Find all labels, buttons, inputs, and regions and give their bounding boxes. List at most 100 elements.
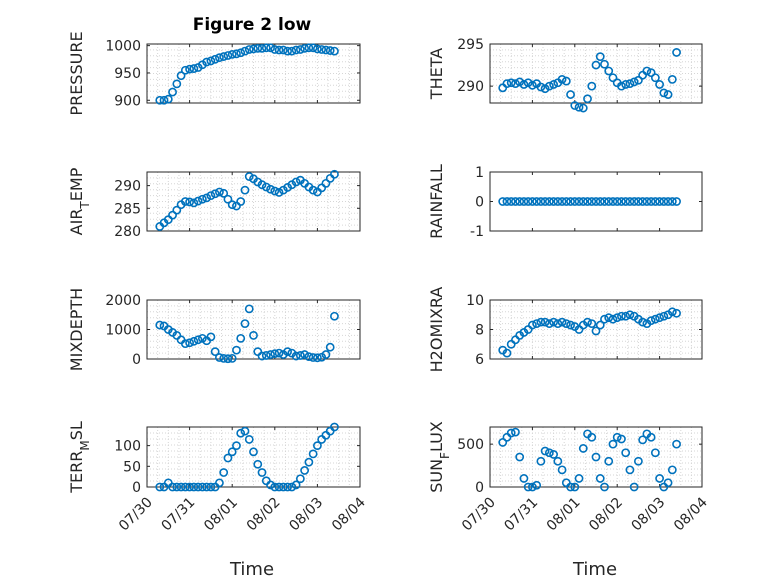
data-point [498, 197, 508, 206]
data-point [180, 65, 190, 75]
axes-frame [146, 426, 361, 488]
data-point [215, 353, 224, 362]
data-point [553, 456, 563, 466]
data-point [498, 438, 508, 447]
data-point [244, 435, 254, 444]
data-point [591, 452, 601, 462]
data-point [621, 80, 631, 89]
data-point [540, 317, 550, 327]
y-tick-label: 8 [475, 323, 484, 339]
data-point [646, 316, 656, 326]
data-point [185, 482, 194, 492]
x-tick-label: 08/04 [329, 494, 369, 534]
data-point [219, 188, 229, 198]
data-point [655, 313, 664, 323]
data-point [646, 432, 656, 442]
data-point [278, 482, 288, 492]
x-tick-label: 07/30 [116, 495, 156, 535]
data-point [308, 353, 318, 362]
data-point [291, 351, 301, 361]
data-point [608, 314, 618, 324]
data-point [629, 197, 639, 206]
data-point [574, 102, 584, 112]
data-point [266, 480, 275, 490]
data-point [634, 456, 643, 466]
data-point [321, 350, 331, 359]
y-tick-label: 2000 [105, 293, 141, 309]
data-point [236, 333, 246, 343]
data-point [578, 444, 588, 453]
figure-title: Figure 2 low [193, 15, 312, 35]
data-point [566, 197, 575, 206]
data-point [667, 197, 677, 206]
data-point [553, 197, 563, 206]
data-point [295, 45, 305, 54]
data-point [557, 75, 567, 84]
subplot-h2omixra: 6 8 10 H2OMIXRA [427, 287, 703, 373]
data-point [595, 52, 605, 62]
y-axis-label: TERRMSL [67, 421, 92, 494]
data-point [287, 482, 297, 492]
data-point [604, 197, 614, 206]
data-point [549, 450, 558, 459]
data-point [287, 46, 297, 56]
data-point [312, 44, 322, 54]
subplot-mixdepth: 0 1000 2000 MIXDEPTH [67, 288, 361, 371]
data-point [595, 320, 605, 330]
data-point [180, 339, 190, 349]
data-point [278, 45, 288, 55]
data-point [617, 81, 626, 91]
data-point [629, 482, 639, 492]
data-point [591, 326, 601, 336]
data-point [650, 73, 660, 83]
data-point [659, 311, 669, 321]
data-point [536, 317, 546, 327]
data-point [553, 319, 563, 328]
data-point [557, 317, 567, 327]
data-point [608, 439, 618, 449]
data-point [638, 197, 648, 206]
data-point [629, 77, 639, 87]
subplot-terr_msl: 0 50 100 07/30 07/31 08/01 08/02 08/03 08/04 TERR… [67, 421, 369, 534]
data-point [300, 350, 310, 359]
y-axis-label: H2OMIXRA [427, 287, 446, 373]
data-point [557, 465, 567, 475]
data-point [253, 43, 263, 53]
data-point [511, 197, 520, 206]
data-point [300, 466, 310, 475]
data-point [257, 43, 267, 53]
subplot-rainfall: -1 0 1 RAINFALL [427, 164, 703, 240]
data-point [206, 332, 216, 342]
data-point [236, 197, 246, 206]
data-point [219, 468, 229, 477]
x-tick-label: 08/03 [286, 495, 326, 535]
y-tick-label: 1 [475, 165, 484, 181]
y-tick-label: 0 [132, 480, 141, 496]
data-point [642, 66, 652, 76]
axes-frame [146, 43, 361, 104]
data-point [227, 49, 237, 59]
data-point [261, 43, 271, 53]
data-point [659, 197, 669, 206]
data-point [180, 482, 190, 492]
data-point [519, 474, 529, 483]
data-point [240, 426, 250, 436]
data-point [646, 68, 656, 78]
data-point [232, 441, 241, 451]
data-point [193, 335, 203, 345]
data-point [176, 71, 186, 81]
data-point [561, 197, 571, 206]
y-axis-label: MIXDEPTH [67, 288, 86, 371]
data-point [663, 478, 673, 488]
data-point [532, 197, 542, 206]
data-point [321, 178, 331, 188]
data-point [663, 90, 673, 99]
data-point [523, 482, 533, 492]
data-point [667, 465, 677, 475]
subplot-pressure: 900 950 1000 PRESSURE [67, 31, 361, 116]
data-point [266, 43, 275, 53]
data-point [587, 197, 597, 206]
data-point [232, 49, 241, 59]
data-point [604, 456, 614, 466]
data-point [244, 304, 254, 314]
